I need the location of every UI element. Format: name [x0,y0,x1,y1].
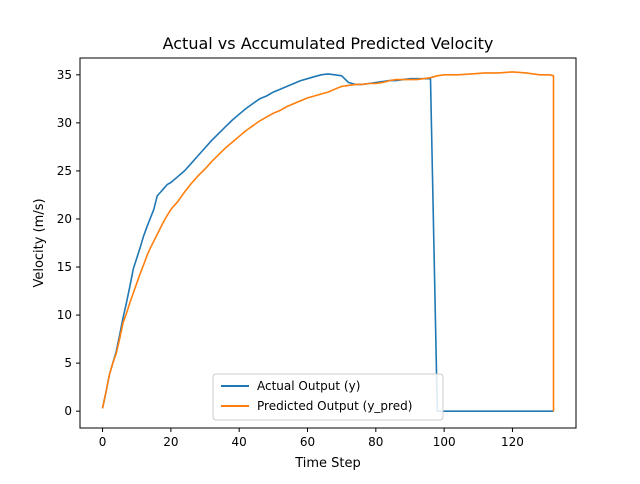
series-line-predicted [101,71,555,412]
ticks-layer: 0 20 40 60 80 100 120 0 5 10 15 20 25 30 35 [57,68,524,449]
x-tick-label: 120 [501,435,524,449]
legend: Actual Output (y) Predicted Output (y_pre… [212,373,444,421]
legend-label: Predicted Output (y_pred) [257,399,412,413]
plot-frame [79,57,577,429]
y-tick-label: 0 [64,404,72,418]
y-axis-label: Velocity (m/s) [32,198,47,287]
x-tick-label: 100 [433,435,456,449]
x-tick-label: 0 [99,435,107,449]
x-tick-label: 80 [368,435,383,449]
chart-title: Actual vs Accumulated Predicted Velocity [163,34,494,53]
legend-box [212,373,444,421]
y-tick-label: 35 [57,68,72,82]
series-layer [101,71,555,413]
y-tick-label: 5 [64,356,72,370]
y-tick-label: 30 [57,116,72,130]
y-tick-label: 15 [57,260,72,274]
x-tick-label: 60 [300,435,315,449]
x-tick-label: 20 [163,435,178,449]
y-tick-label: 25 [57,164,72,178]
x-axis-label: Time Step [294,456,361,471]
y-tick-label: 20 [57,212,72,226]
legend-label: Actual Output (y) [257,379,360,393]
y-tick-label: 10 [57,308,72,322]
x-tick-label: 40 [232,435,247,449]
